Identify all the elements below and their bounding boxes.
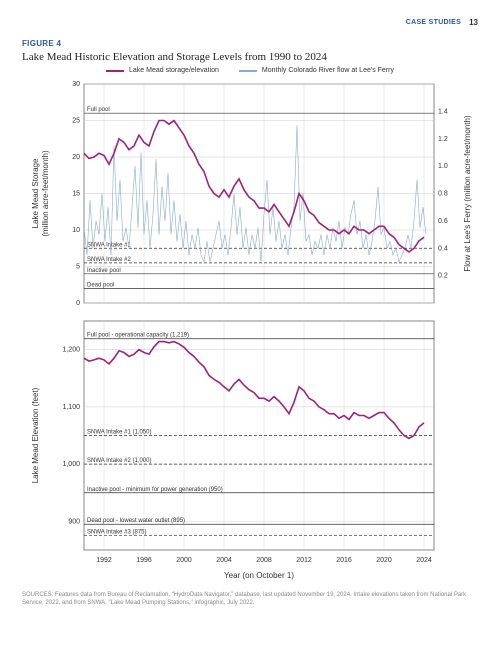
svg-text:Full pool: Full pool (87, 107, 110, 113)
svg-text:Flow at Lee's Ferry (million a: Flow at Lee's Ferry (million acre-feet/m… (463, 115, 472, 272)
svg-text:1992: 1992 (96, 557, 112, 564)
svg-text:1,200: 1,200 (62, 347, 80, 354)
svg-text:1.2: 1.2 (438, 136, 448, 143)
svg-text:SNWA Intake #2: SNWA Intake #2 (87, 257, 131, 263)
svg-text:0.6: 0.6 (438, 218, 448, 225)
svg-text:Lake Mead Storage: Lake Mead Storage (31, 158, 40, 228)
svg-text:5: 5 (76, 264, 80, 271)
svg-text:2000: 2000 (176, 557, 192, 564)
svg-text:0: 0 (76, 300, 80, 307)
svg-text:2012: 2012 (296, 557, 312, 564)
svg-text:Year (on October 1): Year (on October 1) (224, 571, 294, 580)
svg-text:1,100: 1,100 (62, 404, 80, 411)
page-number: 13 (469, 18, 478, 27)
svg-text:2020: 2020 (376, 557, 392, 564)
svg-text:10: 10 (72, 227, 80, 234)
sources-text: SOURCES: Features data from Bureau of Re… (22, 592, 478, 608)
svg-text:15: 15 (72, 191, 80, 198)
legend-label-flow: Monthly Colorado River flow at Lee's Fer… (262, 67, 394, 74)
legend-swatch-flow (239, 70, 257, 72)
svg-text:30: 30 (72, 81, 80, 88)
svg-text:2008: 2008 (256, 557, 272, 564)
svg-text:Dead pool: Dead pool (87, 282, 114, 288)
svg-text:Lake Mead Elevation (feet): Lake Mead Elevation (feet) (31, 387, 40, 483)
svg-text:0.4: 0.4 (438, 245, 448, 252)
svg-text:Full pool - operational capaci: Full pool - operational capacity (1,219) (87, 333, 189, 339)
svg-text:0.8: 0.8 (438, 191, 448, 198)
svg-text:1.4: 1.4 (438, 108, 448, 115)
legend-storage: Lake Mead storage/elevation (106, 67, 219, 74)
svg-text:20: 20 (72, 154, 80, 161)
legend-label-storage: Lake Mead storage/elevation (129, 67, 219, 74)
figure-title: Lake Mead Historic Elevation and Storage… (22, 51, 478, 63)
svg-text:2016: 2016 (336, 557, 352, 564)
svg-text:Dead pool - lowest water outle: Dead pool - lowest water outlet (895) (87, 518, 185, 524)
storage-flow-chart: 0 5 10 15 20 25 30 0.2 0.4 0.6 0.8 1.0 1.2 1.4 Full po… (22, 76, 478, 311)
page-header: CASE STUDIES 13 (22, 18, 478, 27)
svg-text:Inactive pool: Inactive pool (87, 268, 121, 274)
svg-text:SNWA Intake #1 (1,050): SNWA Intake #1 (1,050) (87, 430, 151, 436)
svg-text:Inactive pool - minimum for po: Inactive pool - minimum for power genera… (87, 487, 223, 493)
svg-text:1996: 1996 (136, 557, 152, 564)
legend-flow: Monthly Colorado River flow at Lee's Fer… (239, 67, 394, 74)
elevation-chart: 900 1,000 1,100 1,200 1992 1996 2000 2004 2008 20… (22, 311, 478, 586)
svg-text:2024: 2024 (416, 557, 432, 564)
section-label: CASE STUDIES (406, 19, 461, 26)
svg-text:25: 25 (72, 118, 80, 125)
svg-text:SNWA Intake #2 (1,000): SNWA Intake #2 (1,000) (87, 458, 151, 464)
svg-text:1.0: 1.0 (438, 163, 448, 170)
svg-text:900: 900 (68, 518, 80, 525)
svg-text:SNWA Intake #3 (875): SNWA Intake #3 (875) (87, 530, 146, 536)
svg-text:0.2: 0.2 (438, 273, 448, 280)
svg-text:2004: 2004 (216, 557, 232, 564)
chart-legend: Lake Mead storage/elevation Monthly Colo… (22, 67, 478, 74)
svg-text:1,000: 1,000 (62, 461, 80, 468)
figure-label: FIGURE 4 (22, 39, 478, 48)
legend-swatch-storage (106, 70, 124, 72)
svg-text:(million acre-feet/month): (million acre-feet/month) (41, 150, 50, 237)
charts-container: 0 5 10 15 20 25 30 0.2 0.4 0.6 0.8 1.0 1.2 1.4 Full po… (22, 76, 478, 586)
